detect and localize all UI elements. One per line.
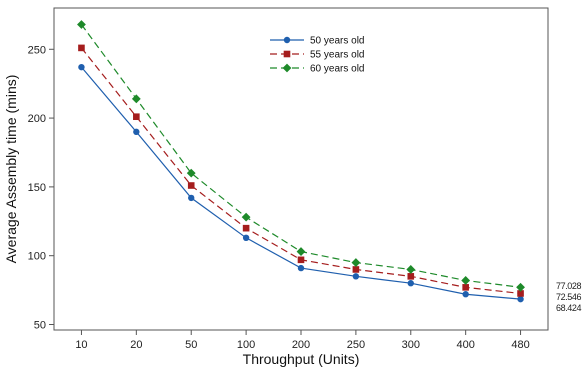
x-tick-label: 300	[402, 339, 420, 351]
data-point	[242, 234, 250, 242]
y-tick-label: 200	[28, 113, 46, 125]
data-point	[297, 264, 305, 272]
data-point	[352, 273, 360, 280]
legend-label: 60 years old	[310, 64, 364, 75]
data-point	[133, 113, 140, 121]
x-tick-label: 250	[347, 339, 365, 351]
data-point	[296, 247, 306, 256]
x-tick-label: 400	[456, 339, 474, 351]
data-point	[187, 182, 195, 189]
series-2	[78, 44, 524, 297]
end-value-label: 72.546	[556, 292, 582, 302]
end-value-label: 68.424	[556, 303, 582, 313]
data-point	[131, 94, 141, 104]
x-tick-label: 50	[185, 339, 197, 351]
x-tick-label: 10	[75, 339, 87, 351]
legend-item: 55 years old	[270, 50, 364, 61]
legend-label: 50 years old	[310, 36, 364, 47]
series-group	[77, 20, 525, 303]
data-point	[351, 258, 361, 267]
data-point	[461, 276, 471, 285]
y-tick-label: 150	[28, 182, 46, 194]
data-point	[241, 212, 251, 222]
data-point	[78, 44, 85, 52]
x-tick-label: 100	[237, 339, 255, 351]
series-3	[77, 20, 525, 292]
data-point	[516, 282, 525, 292]
x-axis-title: Throughput (Units)	[243, 351, 360, 367]
series-line	[80, 66, 521, 300]
y-tick-label: 250	[28, 44, 46, 56]
data-point	[407, 273, 415, 280]
end-value-label: 77.028	[556, 281, 582, 291]
x-tick-label: 200	[292, 339, 310, 351]
axes-group: 50 100 150 200 250 10 20 50 100 200 250 300 400 480	[28, 7, 549, 351]
data-point	[517, 290, 524, 297]
data-point	[352, 266, 360, 273]
legend: 50 years old 55 years old 60 years old	[270, 36, 364, 75]
legend-marker	[283, 36, 291, 44]
data-point	[297, 256, 305, 264]
data-point	[242, 224, 250, 232]
y-axis-title: Average Assembly time (mins)	[3, 75, 19, 264]
data-point	[407, 280, 414, 287]
x-tick-label: 480	[511, 339, 529, 351]
data-point	[517, 295, 524, 303]
legend-marker	[282, 63, 292, 73]
y-tick-label: 100	[28, 251, 46, 263]
x-tick-label: 20	[130, 339, 142, 351]
data-point	[186, 168, 196, 178]
data-point	[133, 128, 140, 136]
data-point	[462, 291, 469, 298]
series-1	[78, 63, 524, 303]
y-tick-label: 50	[34, 319, 46, 331]
data-point	[77, 20, 86, 29]
data-point	[406, 265, 416, 274]
legend-item: 60 years old	[270, 64, 364, 75]
legend-item: 50 years old	[270, 36, 364, 47]
data-point	[188, 194, 195, 202]
legend-label: 55 years old	[310, 50, 364, 61]
data-point	[78, 63, 85, 71]
legend-marker	[283, 50, 291, 58]
data-point	[462, 284, 469, 291]
